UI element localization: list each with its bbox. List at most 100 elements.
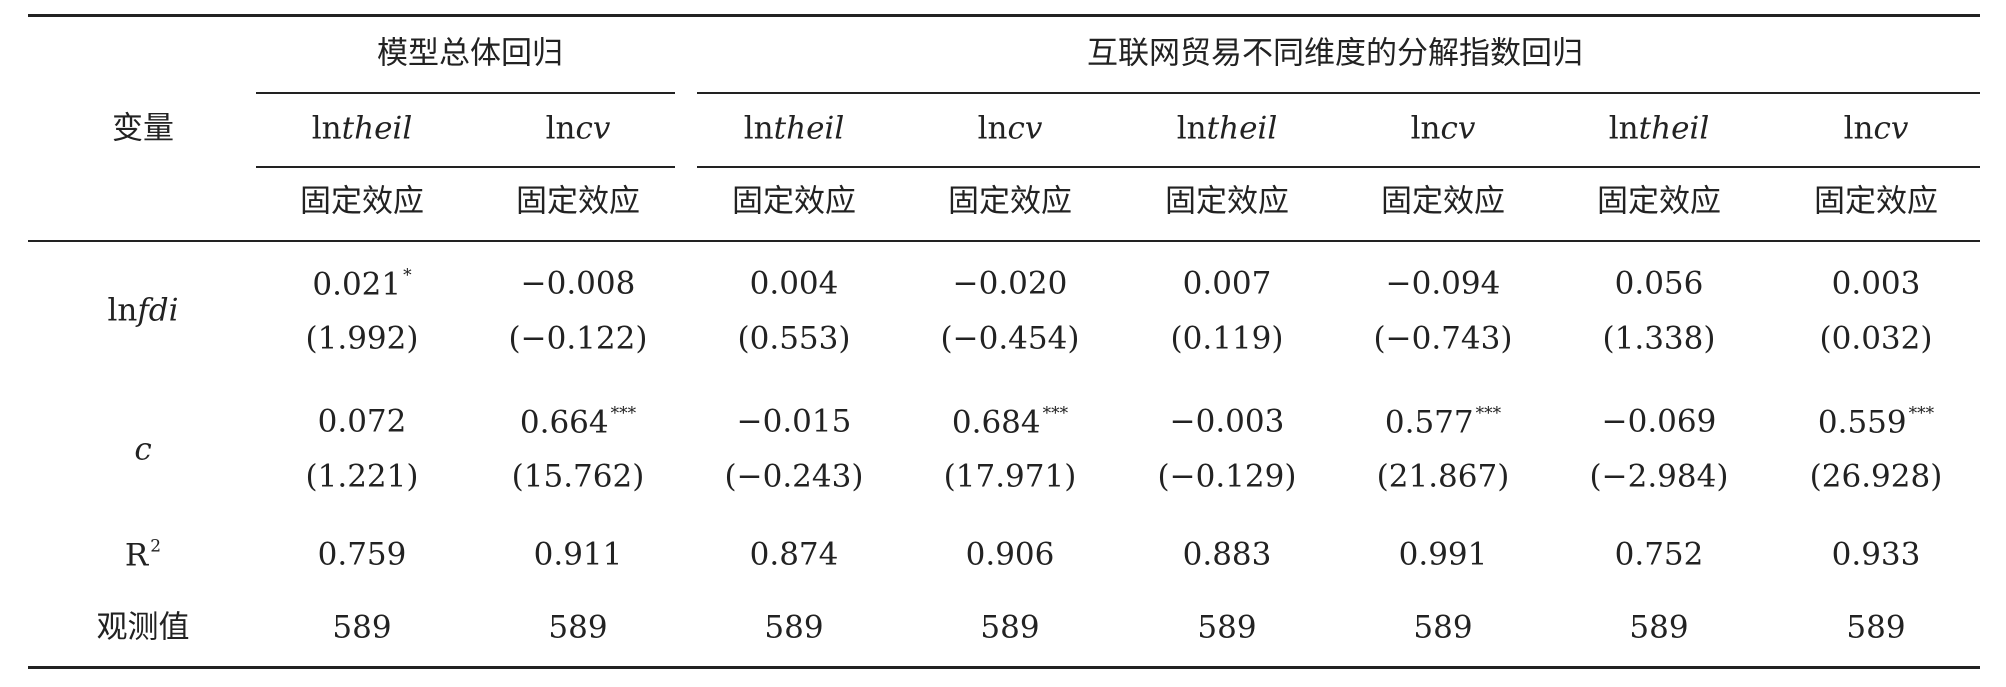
text: 0.991 bbox=[1398, 536, 1488, 573]
text: ln bbox=[977, 110, 1008, 147]
coefficient: 0.759 bbox=[318, 539, 407, 571]
coefficient: 0.577 *** bbox=[1384, 404, 1501, 441]
text: (0.553) bbox=[737, 320, 851, 357]
text: ln bbox=[311, 110, 342, 147]
coefficient: −0.020 bbox=[952, 265, 1068, 302]
group-header: 模型总体回归 bbox=[377, 38, 563, 70]
coefficient: 589 bbox=[764, 609, 824, 646]
coefficient: 589 bbox=[1197, 612, 1256, 644]
text: 固定效应 bbox=[300, 183, 424, 220]
method-label: 固定效应 bbox=[1165, 186, 1289, 218]
text: (0.119) bbox=[1170, 320, 1284, 357]
text: 0.072 bbox=[317, 403, 407, 440]
text: (−0.122) bbox=[508, 320, 648, 357]
text: 固定效应 bbox=[516, 183, 640, 220]
text: ln bbox=[1176, 110, 1207, 147]
text: 0.559 bbox=[1817, 404, 1907, 441]
text: 589 bbox=[332, 609, 392, 646]
text: 0.577 bbox=[1384, 404, 1474, 441]
text: 589 bbox=[548, 609, 608, 646]
text: R bbox=[124, 537, 149, 574]
column-header: lncv bbox=[977, 110, 1043, 147]
text: 589 bbox=[1413, 609, 1473, 646]
text: (21.867) bbox=[1376, 458, 1510, 495]
text: 0.752 bbox=[1614, 536, 1704, 573]
text: (−0.454) bbox=[940, 320, 1080, 357]
coefficient: −0.008 bbox=[521, 268, 636, 300]
coefficient: 0.007 bbox=[1182, 265, 1272, 302]
text: ln bbox=[1843, 110, 1874, 147]
text: 589 bbox=[1846, 609, 1906, 646]
t-statistic: (−0.743) bbox=[1373, 320, 1513, 357]
text: theil bbox=[1206, 110, 1278, 147]
text: (0.032) bbox=[1819, 320, 1933, 357]
t-statistic: (−0.129) bbox=[1158, 461, 1297, 493]
text: 0.874 bbox=[749, 536, 839, 573]
column-header: lncv bbox=[1843, 110, 1909, 147]
coefficient: 0.004 bbox=[750, 268, 839, 300]
text: cv bbox=[575, 110, 611, 147]
method-label: 固定效应 bbox=[732, 183, 856, 220]
rule-line bbox=[28, 666, 1980, 669]
t-statistic: (26.928) bbox=[1809, 458, 1943, 495]
row-label: lnfdi bbox=[107, 292, 179, 329]
t-statistic: (15.762) bbox=[512, 461, 645, 493]
text: 0.056 bbox=[1614, 265, 1704, 302]
rule-line bbox=[256, 92, 675, 94]
text: ln bbox=[1410, 110, 1441, 147]
text: 0.664 bbox=[519, 404, 609, 441]
significance-stars: *** bbox=[1908, 403, 1935, 424]
text: ln bbox=[545, 110, 576, 147]
text: fdi bbox=[137, 292, 179, 329]
text: −0.015 bbox=[736, 403, 852, 440]
t-statistic: (17.971) bbox=[943, 458, 1077, 495]
text: 固定效应 bbox=[1814, 183, 1938, 220]
text: (26.928) bbox=[1809, 458, 1943, 495]
t-statistic: (0.119) bbox=[1170, 320, 1284, 357]
text: theil bbox=[773, 110, 845, 147]
text: cv bbox=[1440, 110, 1476, 147]
coefficient: 0.991 bbox=[1398, 536, 1488, 573]
coefficient: 0.056 bbox=[1614, 265, 1704, 302]
text: (−0.243) bbox=[724, 458, 864, 495]
t-statistic: (1.221) bbox=[306, 461, 419, 493]
text: ln bbox=[743, 110, 774, 147]
text: 变量 bbox=[112, 110, 174, 147]
row-label: c bbox=[134, 434, 151, 466]
coefficient: 0.906 bbox=[966, 539, 1055, 571]
coefficient: 0.003 bbox=[1832, 268, 1921, 300]
group-header: 互联网贸易不同维度的分解指数回归 bbox=[1087, 38, 1583, 70]
t-statistic: (−0.243) bbox=[724, 458, 864, 495]
text: 0.883 bbox=[1182, 536, 1272, 573]
coefficient: −0.003 bbox=[1169, 403, 1285, 440]
rule-line bbox=[697, 166, 1980, 168]
rule-line bbox=[28, 14, 1980, 17]
column-header: lntheil bbox=[311, 110, 413, 147]
text: 589 bbox=[764, 609, 824, 646]
row-label: 观测值 bbox=[97, 612, 190, 644]
t-statistic: (−2.984) bbox=[1590, 461, 1729, 493]
t-statistic: (−0.454) bbox=[940, 320, 1080, 357]
text: 固定效应 bbox=[732, 183, 856, 220]
text: (−0.743) bbox=[1373, 320, 1513, 357]
text: (1.992) bbox=[305, 320, 419, 357]
text: theil bbox=[1638, 110, 1710, 147]
text: (17.971) bbox=[943, 458, 1077, 495]
coefficient: 0.911 bbox=[534, 539, 623, 571]
column-header: lncv bbox=[1410, 110, 1476, 147]
text: −0.069 bbox=[1601, 403, 1717, 440]
text: 0.007 bbox=[1182, 265, 1272, 302]
text: −0.003 bbox=[1169, 403, 1285, 440]
text: ln bbox=[107, 292, 138, 329]
text: ln bbox=[1608, 110, 1639, 147]
text: −0.020 bbox=[952, 265, 1068, 302]
coefficient: 0.883 bbox=[1182, 536, 1272, 573]
column-header: lntheil bbox=[1608, 110, 1710, 147]
coefficient: 0.933 bbox=[1832, 539, 1921, 571]
rule-line bbox=[697, 92, 1980, 94]
coefficient: 589 bbox=[980, 612, 1039, 644]
text: 0.684 bbox=[951, 404, 1041, 441]
method-label: 固定效应 bbox=[1597, 186, 1721, 218]
